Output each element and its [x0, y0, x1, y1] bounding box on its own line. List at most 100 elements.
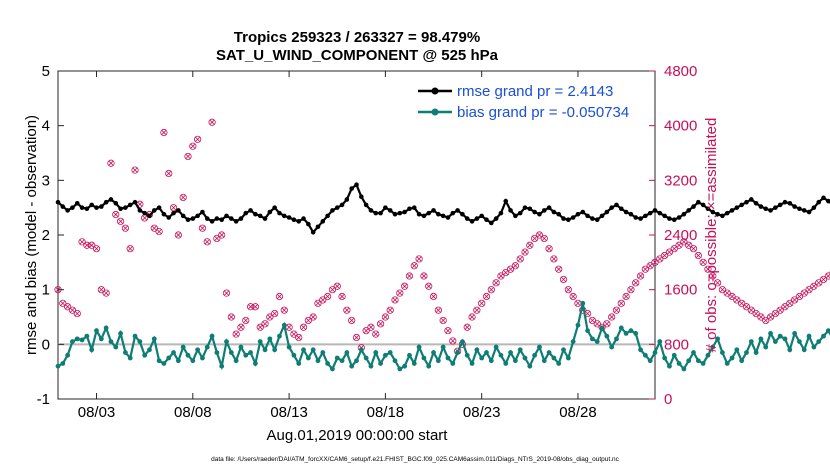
bias-point [445, 355, 451, 361]
bias-point [580, 300, 586, 306]
rmse-point [127, 202, 133, 208]
obs-count-point [555, 265, 563, 273]
obs-count-point [781, 303, 789, 311]
obs-count-point [328, 286, 337, 294]
obs-count-point [526, 241, 534, 249]
obs-count-point [232, 330, 240, 338]
bias-point [681, 366, 687, 372]
bias-point [777, 333, 783, 339]
bias-point [416, 344, 422, 350]
rmse-point [493, 216, 499, 221]
bias-point [166, 355, 172, 361]
bias-point [748, 339, 754, 344]
rmse-point [411, 205, 417, 210]
obs-count-point [593, 320, 601, 328]
bias-point [349, 363, 355, 369]
bias-point [604, 333, 610, 339]
rmse-point [739, 202, 744, 208]
rmse-point [753, 200, 759, 206]
rmse-point [614, 202, 619, 208]
obs-count-point [506, 265, 515, 273]
obs-count-point [699, 258, 707, 266]
rmse-point [185, 217, 191, 222]
rmse-point [65, 208, 70, 213]
bias-point [171, 350, 176, 355]
obs-count-point [588, 316, 597, 325]
rmse-point [315, 224, 321, 230]
obs-count-point [271, 309, 279, 318]
rmse-point [623, 209, 629, 215]
obs-count-point [299, 323, 308, 331]
legend-bias-marker [431, 108, 439, 116]
rmse-point [513, 213, 518, 219]
bias-point [113, 344, 119, 350]
obs-count-point [627, 286, 635, 294]
rmse-point [777, 202, 783, 208]
bias-point [219, 363, 225, 369]
bias-point [296, 361, 302, 366]
obs-count-point [68, 306, 77, 314]
rmse-point [301, 216, 306, 221]
bias-point [147, 347, 152, 353]
bias-point [267, 336, 273, 342]
rmse-point [609, 205, 614, 210]
y-tick-label: -1 [37, 391, 50, 408]
obs-count-point [502, 268, 510, 277]
obs-count-point [636, 272, 645, 280]
bias-point [464, 352, 470, 358]
bias-point [705, 352, 711, 358]
rmse-point [633, 215, 639, 220]
bias-line [57, 303, 830, 371]
rmse-point [55, 199, 61, 205]
bias-point [729, 355, 735, 361]
obs-count-point [309, 313, 317, 321]
bias-point [479, 355, 485, 361]
obs-count-point [689, 245, 698, 253]
obs-count-point [261, 320, 269, 328]
rmse-point [508, 208, 513, 213]
obs-count-point [319, 296, 327, 304]
rmse-point [763, 206, 769, 212]
bias-point [816, 339, 822, 344]
bias-point [700, 361, 706, 366]
bias-point [450, 361, 456, 366]
bias-point [541, 358, 547, 364]
rmse-point [204, 216, 210, 221]
bias-point [161, 361, 167, 366]
obs-count-point [246, 303, 255, 311]
obs-count-point [396, 289, 404, 297]
obs-count-point [444, 327, 452, 335]
obs-count-point [497, 272, 505, 280]
rmse-point [517, 210, 523, 216]
obs-count-point [713, 279, 722, 287]
obs-count-point [559, 275, 568, 284]
rmse-point [431, 208, 436, 213]
rmse-point [455, 208, 460, 213]
obs-count-point [738, 299, 746, 307]
legend-rmse-label: rmse grand pr = 2.4143 [457, 83, 613, 100]
rmse-point [537, 211, 542, 217]
chart-subtitle: SAT_U_WIND_COMPONENT @ 525 hPa [216, 47, 499, 64]
obs-count-point [694, 251, 702, 260]
rmse-point [792, 204, 797, 209]
obs-count-point [434, 306, 442, 314]
rmse-point [546, 205, 552, 210]
rmse-point [541, 208, 547, 213]
obs-count-point [603, 320, 611, 328]
bias-point [628, 328, 634, 334]
rmse-point [700, 202, 706, 208]
obs-count-point [569, 292, 577, 301]
rmse-point [334, 205, 340, 210]
obs-count-point [237, 323, 245, 331]
obs-count-point [256, 323, 264, 331]
rmse-point [195, 213, 200, 219]
rmse-point [585, 213, 590, 219]
bias-point [440, 344, 446, 350]
obs-count-point [410, 262, 418, 270]
rmse-point [696, 199, 701, 205]
x-tick-label: 08/08 [174, 404, 212, 421]
y-tick-label: 1 [42, 282, 50, 299]
obs-count-point [641, 265, 649, 273]
rmse-point [421, 213, 427, 219]
bias-point [363, 355, 369, 361]
